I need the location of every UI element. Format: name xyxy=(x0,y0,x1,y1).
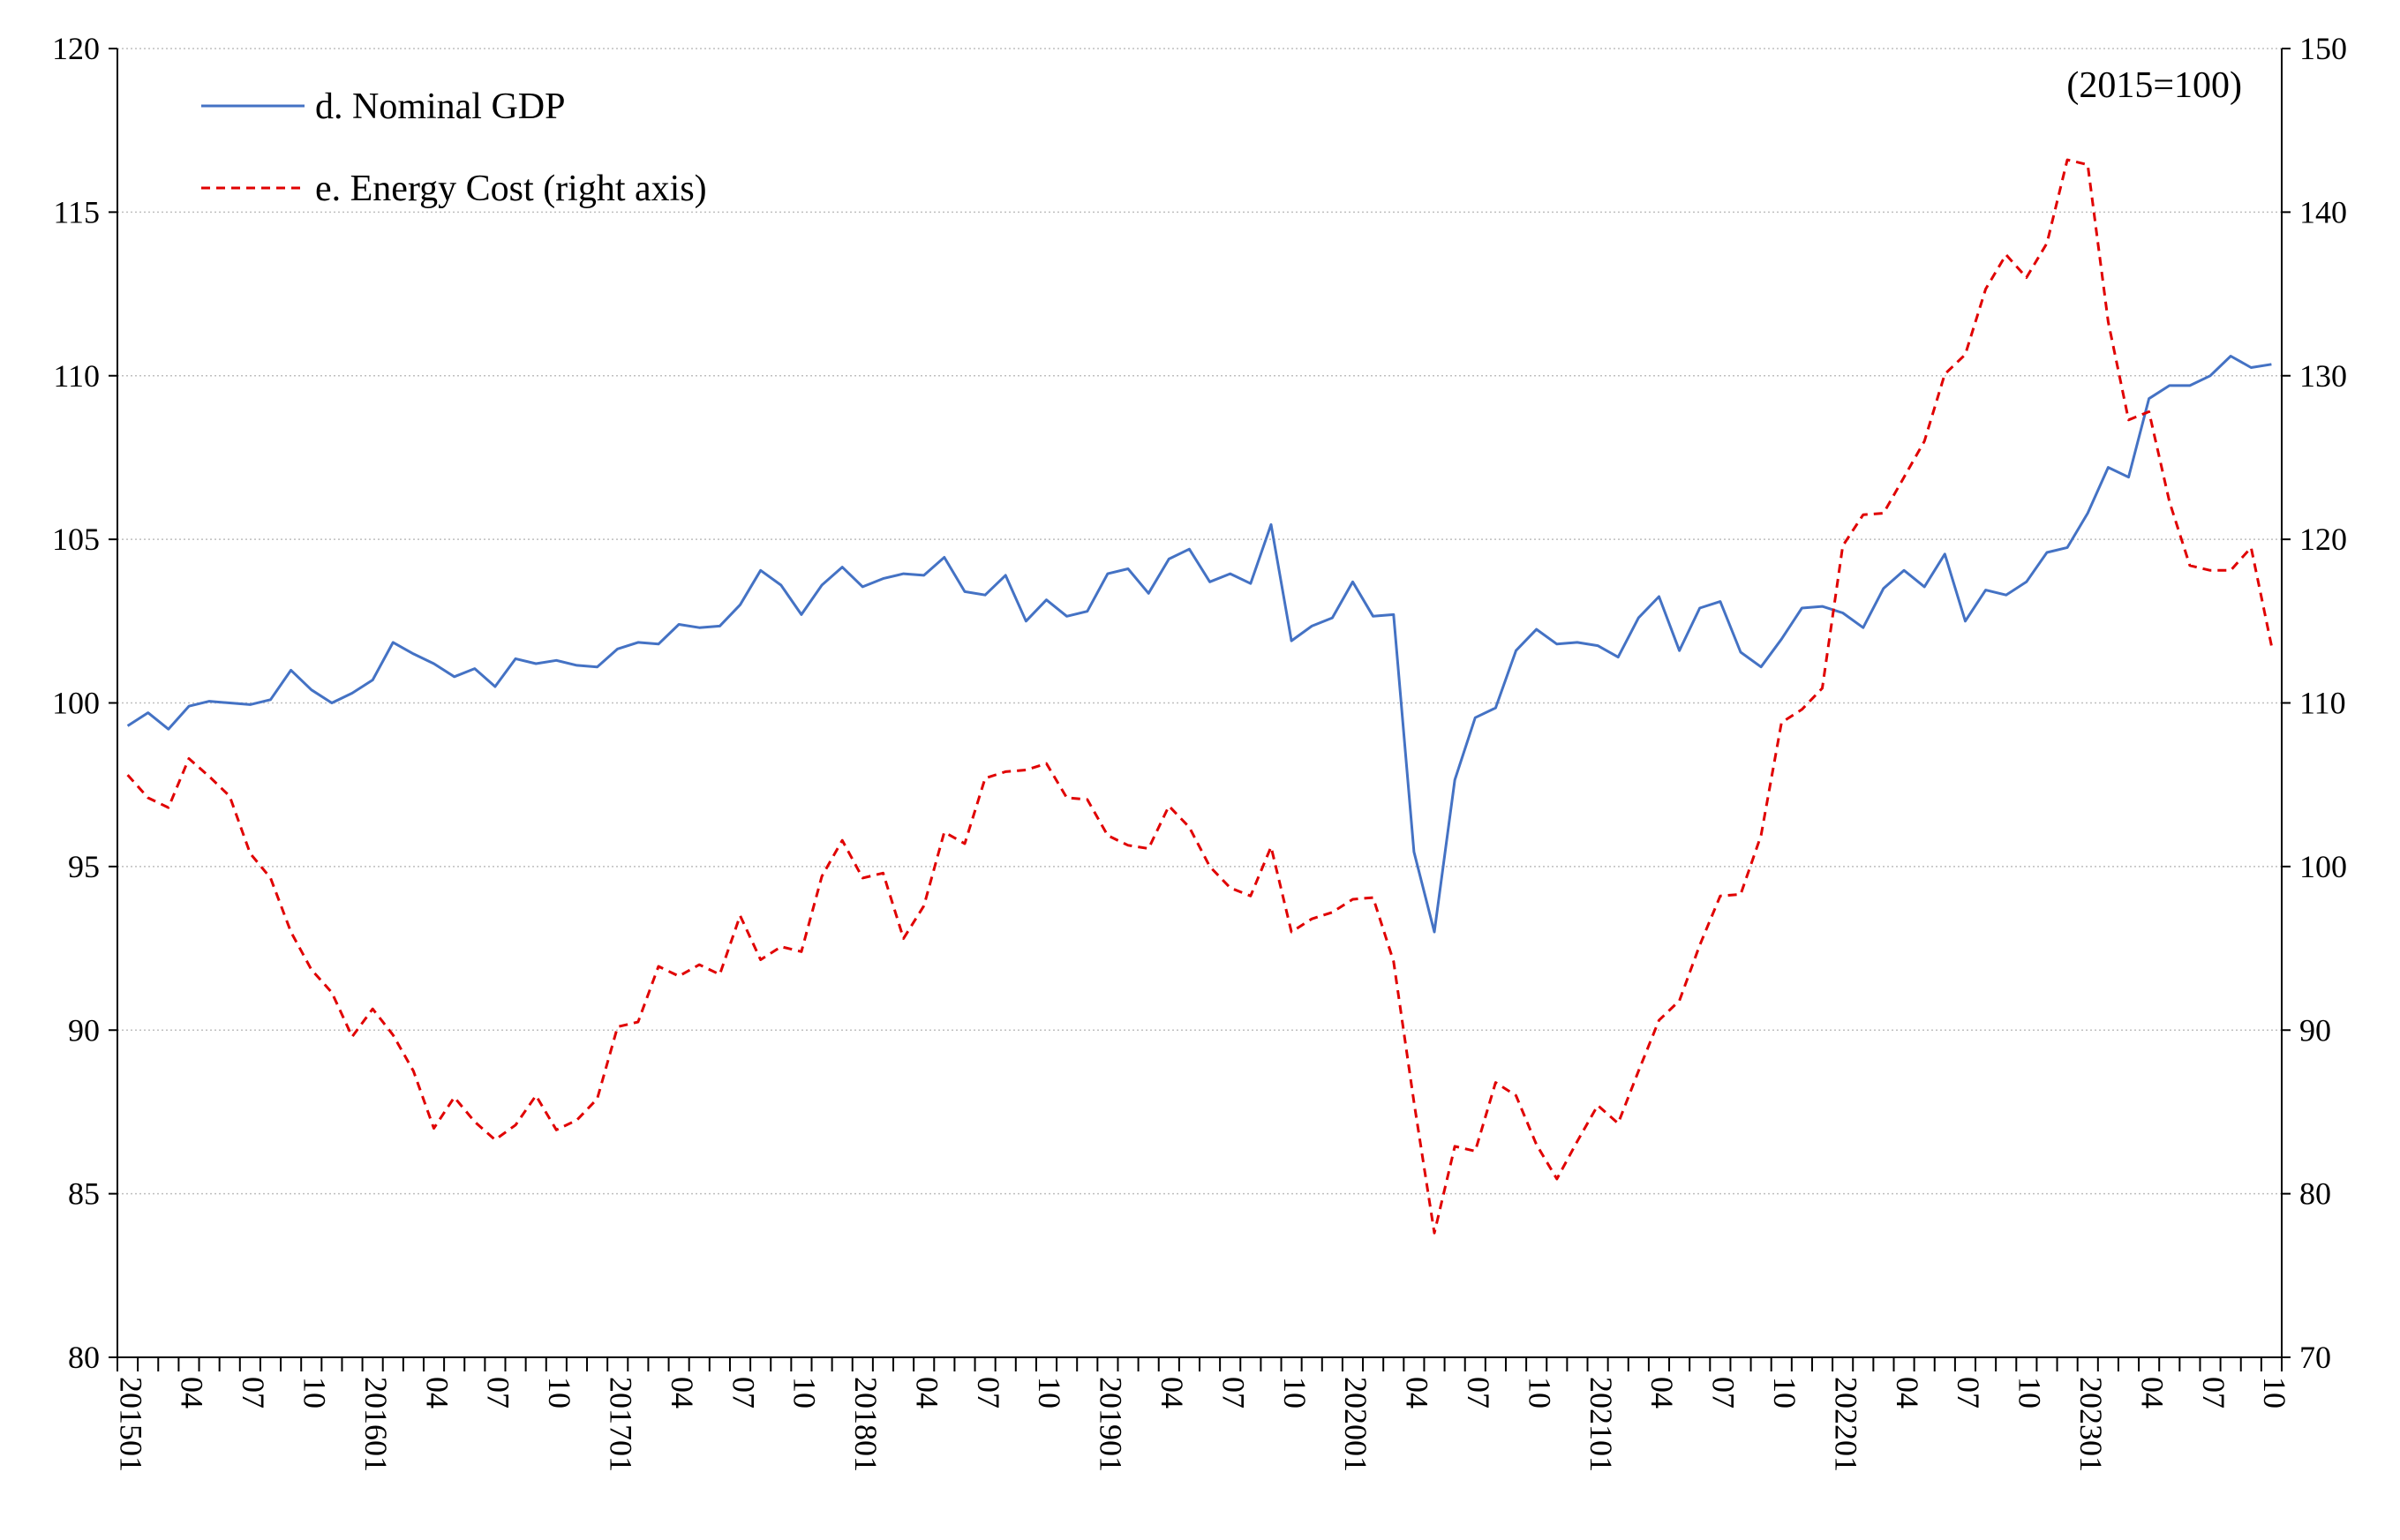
x-tick-label: 04 xyxy=(2134,1377,2170,1409)
right-tick-label: 100 xyxy=(2299,849,2347,884)
x-tick-label: 202301 xyxy=(2073,1377,2109,1472)
x-tick-label: 07 xyxy=(1461,1377,1496,1409)
left-tick-label: 80 xyxy=(68,1340,100,1375)
right-tick-label: 90 xyxy=(2299,1012,2331,1048)
x-tick-label: 04 xyxy=(1400,1377,1435,1409)
x-tick-label: 10 xyxy=(1277,1377,1313,1409)
left-tick-label: 95 xyxy=(68,849,100,884)
x-tick-label: 07 xyxy=(971,1377,1006,1409)
x-tick-label: 10 xyxy=(2257,1377,2292,1409)
x-tick-label: 04 xyxy=(1644,1377,1680,1409)
left-axis-ticks: 80 85 90 95 100 105 110 115 120 xyxy=(52,31,117,1375)
x-tick-label: 07 xyxy=(236,1377,271,1409)
x-tick-label: 04 xyxy=(419,1377,455,1409)
legend-label-nominal-gdp: d. Nominal GDP xyxy=(315,86,566,127)
gridlines xyxy=(117,48,2282,1195)
x-tick-label: 07 xyxy=(2196,1377,2231,1409)
x-tick-label: 201701 xyxy=(603,1377,638,1472)
x-tick-label: 07 xyxy=(481,1377,516,1409)
series-line-energy-cost xyxy=(126,158,2273,1235)
x-tick-label: 201501 xyxy=(113,1377,148,1472)
left-tick-label: 85 xyxy=(68,1176,100,1212)
x-tick-label: 201801 xyxy=(848,1377,884,1472)
units-note: (2015=100) xyxy=(2066,65,2242,106)
legend: d. Nominal GDP e. Energy Cost (right axi… xyxy=(201,86,707,209)
series-line-nominal-gdp xyxy=(126,355,2272,934)
x-tick-label: 04 xyxy=(1890,1377,1925,1409)
x-tick-label: 10 xyxy=(1767,1377,1802,1409)
right-tick-label: 80 xyxy=(2299,1176,2331,1212)
legend-label-energy-cost: e. Energy Cost (right axis) xyxy=(315,169,707,209)
x-tick-label: 04 xyxy=(909,1377,944,1409)
x-tick-label: 10 xyxy=(787,1377,823,1409)
x-tick-label: 10 xyxy=(542,1377,577,1409)
x-tick-label: 10 xyxy=(1032,1377,1067,1409)
x-tick-label: 201901 xyxy=(1094,1377,1129,1472)
x-axis-ticks: 201501 04 07 10 201601 04 07 10 201701 04 07 10 2018… xyxy=(113,1357,2292,1472)
right-tick-label: 120 xyxy=(2299,522,2347,557)
x-tick-label: 202001 xyxy=(1338,1377,1373,1472)
right-tick-label: 140 xyxy=(2299,194,2347,229)
series xyxy=(126,158,2273,1235)
x-tick-label: 201601 xyxy=(358,1377,394,1472)
x-tick-label: 202101 xyxy=(1584,1377,1619,1472)
left-tick-label: 115 xyxy=(53,194,100,229)
right-tick-label: 70 xyxy=(2299,1340,2331,1375)
left-tick-label: 100 xyxy=(52,686,100,721)
x-tick-label: 07 xyxy=(1215,1377,1251,1409)
left-tick-label: 90 xyxy=(68,1012,100,1048)
left-tick-label: 110 xyxy=(53,358,100,394)
x-tick-label: 10 xyxy=(2013,1377,2048,1409)
x-tick-label: 07 xyxy=(726,1377,761,1409)
x-tick-label: 10 xyxy=(1522,1377,1557,1409)
left-tick-label: 120 xyxy=(52,31,100,66)
x-tick-label: 07 xyxy=(1951,1377,1986,1409)
x-tick-label: 10 xyxy=(297,1377,332,1409)
x-tick-label: 04 xyxy=(1155,1377,1190,1409)
left-tick-label: 105 xyxy=(52,522,100,557)
x-tick-label: 202201 xyxy=(1828,1377,1863,1472)
right-tick-label: 130 xyxy=(2299,358,2347,394)
right-tick-label: 150 xyxy=(2299,31,2347,66)
right-axis-ticks: 70 80 90 100 110 120 130 140 150 xyxy=(2282,31,2347,1375)
x-tick-label: 07 xyxy=(1706,1377,1742,1409)
x-tick-label: 04 xyxy=(665,1377,700,1409)
right-tick-label: 110 xyxy=(2299,686,2346,721)
x-tick-label: 04 xyxy=(175,1377,210,1409)
